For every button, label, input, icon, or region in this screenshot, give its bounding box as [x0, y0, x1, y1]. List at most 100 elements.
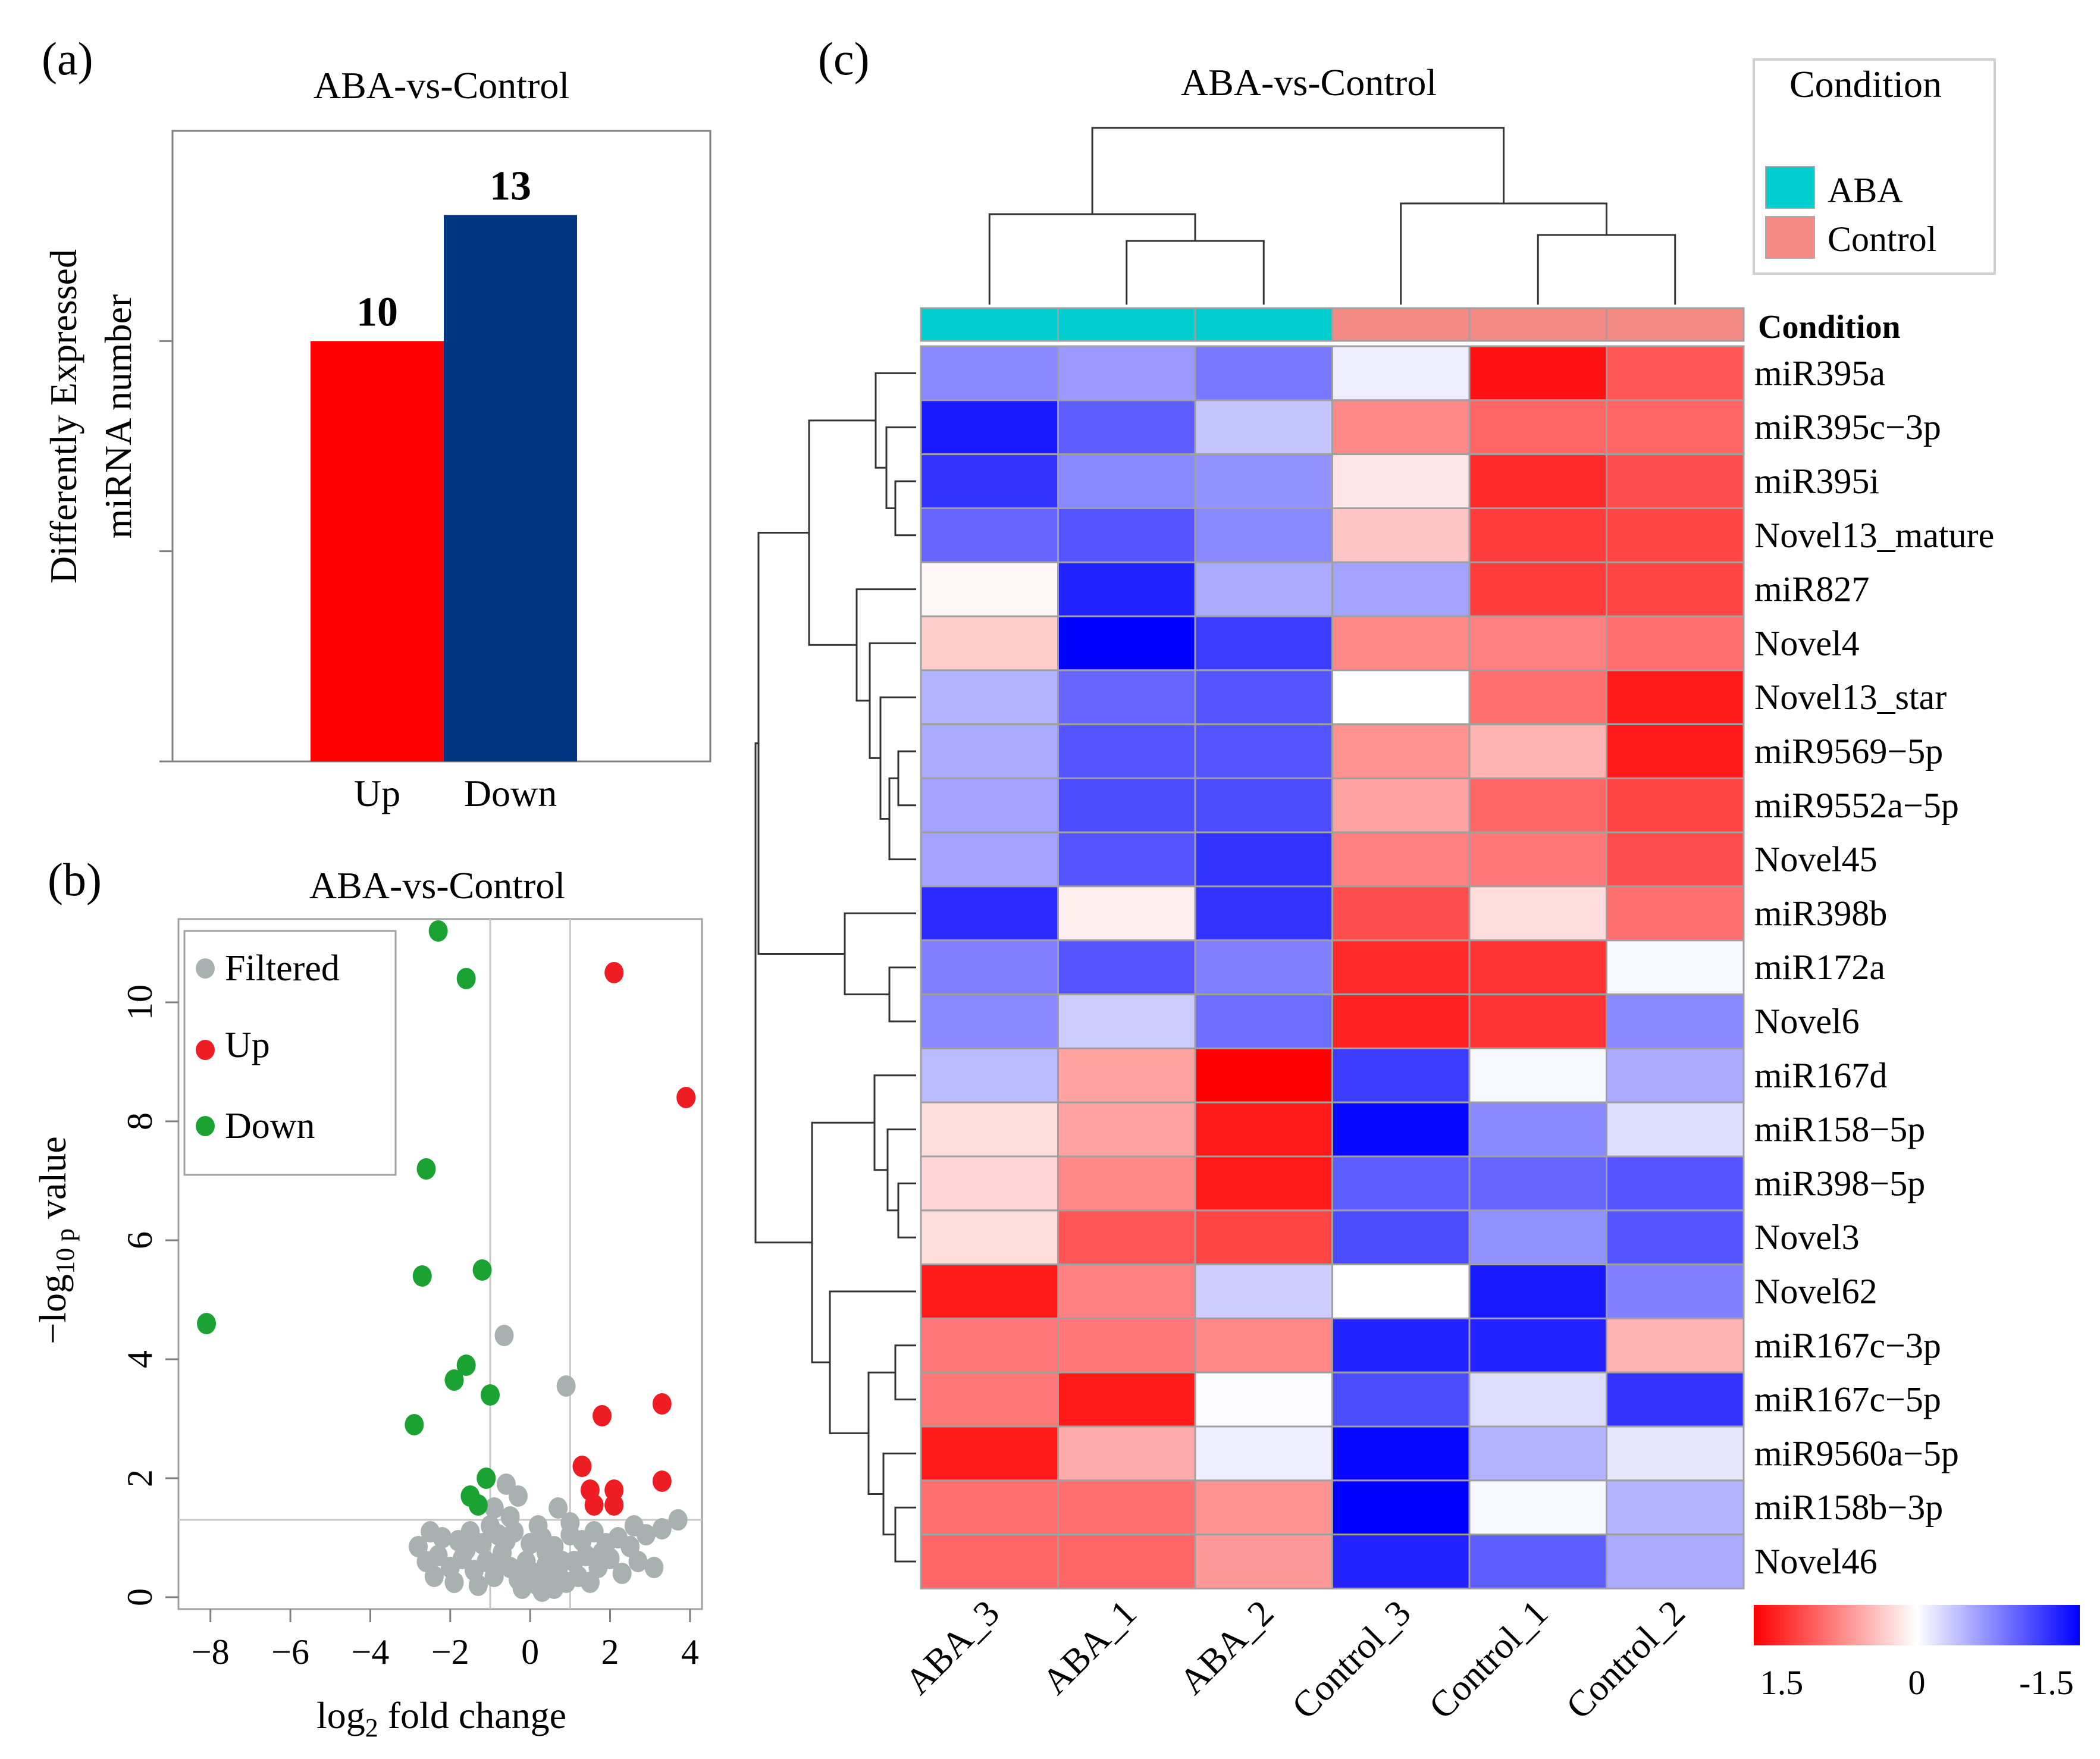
heatmap-row-label-mir9552a-5p: miR9552a−5p [1754, 786, 1959, 825]
bar-chart-ylabel-line1: Differently Expressed [42, 249, 84, 584]
heatmap-cell-mir158b-3p-aba-3 [920, 1479, 1059, 1536]
heatmap-cell-mir172a-aba-1 [1057, 939, 1196, 996]
heatmap-cell-mir395c-3p-control-1 [1468, 399, 1607, 456]
heatmap-cell-novel46-aba-2 [1194, 1534, 1333, 1589]
heatmap-cell-mir167d-aba-2 [1194, 1047, 1333, 1103]
heatmap-cell-mir395i-control-2 [1606, 453, 1745, 509]
heatmap-cell-mir395c-3p-aba-1 [1057, 399, 1196, 456]
heatmap-row-label-mir167d: miR167d [1754, 1056, 1887, 1095]
row-dendro-upper-block [808, 419, 876, 646]
heatmap-cell-mir827-aba-3 [920, 561, 1059, 617]
volcano-plot-panel-b: ABA-vs-Control −8 −6 −4 −2 0 2 4 0 2 4 6 8 10 Filte… [32, 864, 703, 1742]
heatmap-cell-novel62-control-2 [1606, 1263, 1745, 1319]
condition-legend-title: Condition [1789, 63, 1942, 105]
condition-bar-cell-aba-3 [920, 307, 1059, 342]
heatmap-row-label-mir172a: miR172a [1754, 948, 1885, 987]
heatmap-cell-mir395i-aba-2 [1194, 453, 1333, 509]
heatmap-cell-mir9560a-5p-aba-3 [920, 1425, 1059, 1482]
volcano-ytick-label-1: 2 [120, 1469, 159, 1487]
heatmap-cell-mir398-5p-aba-3 [920, 1155, 1059, 1212]
volcano-point-down-7 [456, 1354, 476, 1376]
heatmap-cell-mir158-5p-control-1 [1468, 1101, 1607, 1158]
heatmap-cell-mir9552a-5p-control-1 [1468, 777, 1607, 833]
row-dendro-9560a-grp [882, 1452, 916, 1536]
volcano-point-down-10 [405, 1414, 424, 1435]
heatmap-cell-mir167c-3p-aba-2 [1194, 1317, 1333, 1374]
volcano-ylabel-log: −log [32, 1274, 74, 1344]
heatmap-row-label-novel46: Novel46 [1754, 1542, 1878, 1581]
heatmap-cell-mir9569-5p-aba-1 [1057, 723, 1196, 779]
volcano-ytick-label-0: 0 [120, 1588, 159, 1606]
heatmap-cell-novel45-control-1 [1468, 831, 1607, 888]
volcano-legend-label-filtered: Filtered [225, 948, 340, 989]
heatmap-cell-novel4-control-3 [1331, 615, 1471, 672]
volcano-point-filtered-52 [444, 1572, 464, 1593]
heatmap-cell-mir395i-aba-1 [1057, 453, 1196, 509]
colorbar-tick-min: -1.5 [2019, 1663, 2074, 1702]
heatmap-cell-mir172a-control-1 [1468, 939, 1607, 996]
volcano-point-down-5 [412, 1265, 432, 1287]
volcano-legend-box [183, 930, 397, 1176]
heatmap-column-label-control-1: Control_1 [1421, 1592, 1556, 1727]
heatmap-cell-novel13-mature-aba-1 [1057, 507, 1196, 563]
heatmap-title: ABA-vs-Control [1181, 61, 1437, 104]
volcano-point-filtered-49 [612, 1563, 632, 1584]
heatmap-row-label-mir398b: miR398b [1754, 893, 1887, 933]
heatmap-cell-novel3-aba-2 [1194, 1209, 1333, 1266]
heatmap-cell-novel6-aba-2 [1194, 993, 1333, 1049]
heatmap-column-label-aba-2: ABA_2 [1172, 1592, 1281, 1702]
condition-legend: Condition ABA Control [1753, 58, 1996, 275]
bar-up [311, 341, 444, 761]
volcano-xlabel-rest: fold change [378, 1694, 566, 1736]
volcano-legend-marker-down [196, 1116, 215, 1136]
condition-bar-cell-aba-1 [1057, 307, 1196, 342]
volcano-xtick-label-6: 4 [681, 1632, 699, 1672]
volcano-point-filtered-53 [468, 1575, 488, 1596]
volcano-xlabel-base: 2 [365, 1713, 378, 1742]
heatmap-cell-mir9552a-5p-control-2 [1606, 777, 1745, 833]
bar-down [444, 215, 577, 761]
row-dendro-167c-pair [894, 1344, 916, 1401]
row-dendro-167c-grp [867, 1371, 895, 1495]
volcano-point-filtered-5 [484, 1497, 504, 1519]
heatmap-cell-novel6-control-3 [1331, 993, 1471, 1049]
heatmap-cell-mir167c-3p-aba-3 [920, 1317, 1059, 1374]
volcano-point-filtered-64 [593, 1542, 612, 1563]
heatmap-cell-mir167c-3p-aba-1 [1057, 1317, 1196, 1374]
volcano-xtick-label-4: 0 [521, 1632, 539, 1672]
heatmap-cell-novel13-mature-control-1 [1468, 507, 1607, 563]
heatmap-cell-mir395c-3p-aba-2 [1194, 399, 1333, 456]
heatmap-cell-novel13-star-control-1 [1468, 669, 1607, 726]
heatmap-cell-novel4-aba-1 [1057, 615, 1196, 672]
heatmap-cell-mir167c-3p-control-2 [1606, 1317, 1745, 1374]
volcano-point-filtered-50 [628, 1551, 648, 1572]
col-dendro-root [1091, 127, 1505, 214]
bar-chart-panel-a: ABA-vs-Control 10 13 Up Down Differently E… [42, 64, 712, 814]
heatmap-cell-novel46-control-1 [1468, 1534, 1607, 1589]
heatmap-cell-mir9552a-5p-control-3 [1331, 777, 1471, 833]
heatmap-cell-mir395c-3p-control-3 [1331, 399, 1471, 456]
row-dendro-167d-grp [873, 1074, 916, 1171]
heatmap-cell-novel45-control-2 [1606, 831, 1745, 888]
row-dendro-158-5p-grp [886, 1128, 916, 1212]
heatmap-cell-novel62-aba-2 [1194, 1263, 1333, 1319]
volcano-ylabel-p: p [51, 1228, 80, 1248]
heatmap-cell-novel46-control-3 [1331, 1534, 1471, 1589]
volcano-ytick-label-5: 10 [120, 984, 159, 1020]
heatmap-cell-novel3-aba-1 [1057, 1209, 1196, 1266]
volcano-xtick-label-2: −4 [352, 1632, 390, 1672]
row-dendro-novel4-grp [869, 642, 916, 759]
heatmap-cell-novel4-aba-3 [920, 615, 1059, 672]
heatmap-cell-mir158-5p-aba-3 [920, 1101, 1059, 1158]
volcano-point-filtered-4 [508, 1485, 528, 1507]
heatmap-cell-mir827-aba-1 [1057, 561, 1196, 617]
heatmap-cell-novel6-aba-1 [1057, 993, 1196, 1049]
heatmap-cell-novel3-aba-3 [920, 1209, 1059, 1266]
heatmap-row-label-novel13-mature: Novel13_mature [1754, 516, 1994, 555]
volcano-point-down-8 [444, 1369, 464, 1391]
heatmap-cell-novel6-aba-3 [920, 993, 1059, 1049]
volcano-point-up-2 [593, 1405, 612, 1426]
volcano-point-down-2 [428, 920, 448, 942]
heatmap-cell-mir395i-control-3 [1331, 453, 1471, 509]
heatmap-row-label-mir167c-3p: miR167c−3p [1754, 1326, 1941, 1365]
